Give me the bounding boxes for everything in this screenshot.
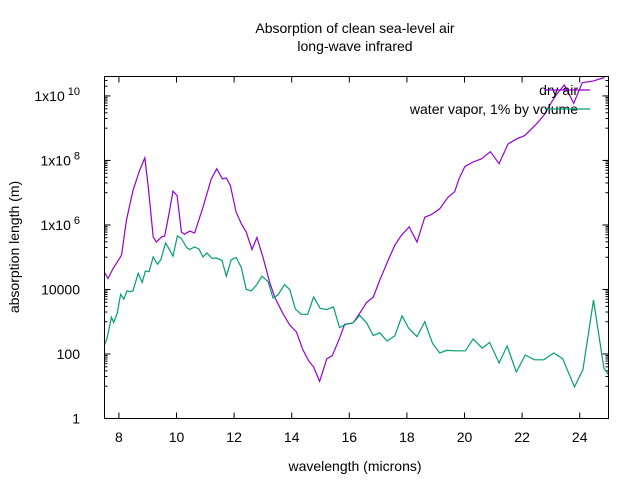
series-line-dry-air bbox=[103, 76, 605, 384]
chart-title-line-1: Absorption of clean sea-level air bbox=[255, 20, 455, 36]
series-lines bbox=[103, 76, 609, 389]
legend-label-water-vapor: water vapor, 1% by volume bbox=[409, 101, 578, 117]
y-tick-label-base: 1 bbox=[72, 411, 80, 427]
series-line-water-vapor bbox=[103, 234, 609, 389]
x-tick-label: 20 bbox=[457, 429, 473, 445]
x-tick-label: 18 bbox=[399, 429, 415, 445]
x-tick-label: 22 bbox=[514, 429, 530, 445]
y-tick-label-exponent: 6 bbox=[74, 215, 80, 227]
x-tick-label: 16 bbox=[342, 429, 358, 445]
y-axis-label: absorption length (m) bbox=[6, 181, 22, 313]
chart-title-line-2: long-wave infrared bbox=[297, 38, 412, 54]
y-tick-label-base: 1x10 bbox=[34, 88, 65, 104]
y-tick-label: 1x10 10 bbox=[34, 86, 80, 104]
x-tick-label: 14 bbox=[284, 429, 300, 445]
y-tick-label-exponent: 10 bbox=[68, 86, 80, 98]
y-tick-label-base: 1x10 bbox=[41, 152, 72, 168]
y-tick-label: 1x10 8 bbox=[41, 150, 80, 168]
y-tick-label-base: 10000 bbox=[41, 281, 80, 297]
legend: dry air water vapor, 1% by volume bbox=[409, 82, 590, 117]
y-tick-label: 1x10 6 bbox=[41, 215, 80, 233]
x-tick-label: 12 bbox=[226, 429, 242, 445]
y-tick-label-base: 100 bbox=[57, 346, 81, 362]
y-tick-label-exponent: 8 bbox=[74, 150, 80, 162]
x-tick-label: 10 bbox=[169, 429, 185, 445]
x-tick-label: 24 bbox=[572, 429, 588, 445]
x-axis-label: wavelength (microns) bbox=[287, 458, 421, 474]
y-tick-label-base: 1x10 bbox=[41, 217, 72, 233]
y-tick-label: 10000 bbox=[41, 281, 80, 297]
plot-frame bbox=[104, 76, 609, 419]
x-tick-label: 8 bbox=[115, 429, 123, 445]
y-tick-label: 1 bbox=[72, 411, 80, 427]
y-tick-label: 100 bbox=[57, 346, 81, 362]
